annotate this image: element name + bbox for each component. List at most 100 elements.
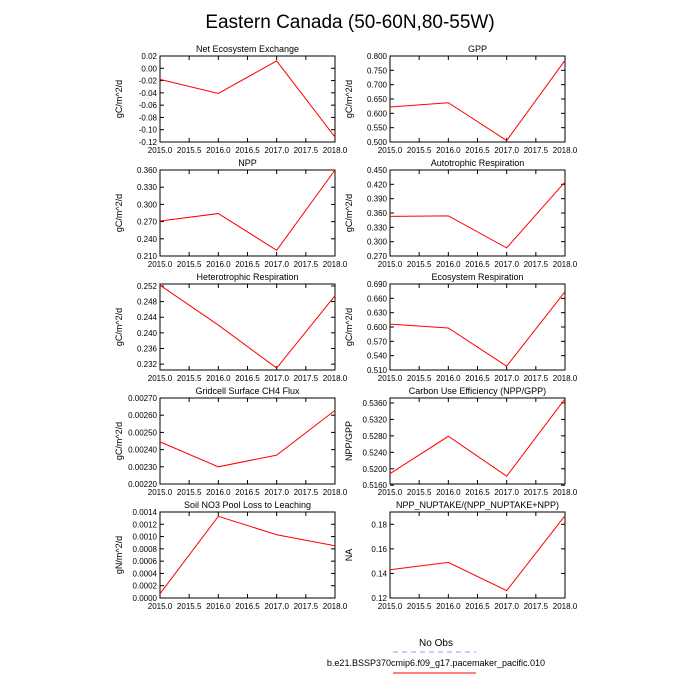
- legend-obs-label: No Obs: [419, 638, 453, 649]
- panel-net-ecosystem-exchange-ytick-label: -0.12: [139, 138, 158, 147]
- panel-gridcell-surface-ch4-flux-ytick-label: 0.00240: [128, 446, 157, 455]
- panel-npp-xtick-label: 2017.5: [294, 260, 319, 269]
- panel-gpp-title: GPP: [468, 44, 487, 54]
- panel-net-ecosystem-exchange-xtick-label: 2016.5: [235, 146, 260, 155]
- panel-gridcell-surface-ch4-flux-xtick-label: 2016.5: [235, 488, 260, 497]
- panel-net-ecosystem-exchange-ytick-label: -0.02: [139, 77, 158, 86]
- panel-npp-nuptake-npp-nuptake-npp-ytick-label: 0.16: [371, 545, 387, 554]
- panel-heterotrophic-respiration-ytick-label: 0.240: [137, 329, 158, 338]
- panel-carbon-use-efficiency-npp-gpp-ytick-label: 0.5160: [363, 481, 388, 490]
- panel-carbon-use-efficiency-npp-gpp-frame: [389, 397, 566, 485]
- panel-autotrophic-respiration-title: Autotrophic Respiration: [431, 158, 525, 168]
- panel-ecosystem-respiration-ytick-label: 0.660: [367, 294, 388, 303]
- panel-carbon-use-efficiency-npp-gpp-ytick-label: 0.5320: [363, 415, 388, 424]
- panel-heterotrophic-respiration-ytick-label: 0.232: [137, 360, 158, 369]
- panel-net-ecosystem-exchange-xtick-label: 2015.5: [177, 146, 202, 155]
- panel-npp-nuptake-npp-nuptake-npp-xtick-label: 2017.5: [524, 602, 549, 611]
- panel-npp-xtick-label: 2015.5: [177, 260, 202, 269]
- panel-npp-ylabel: gC/m^2/d: [114, 194, 124, 232]
- panel-npp-xtick-label: 2016.5: [235, 260, 260, 269]
- panel-npp-nuptake-npp-nuptake-npp-frame: [389, 511, 566, 599]
- panel-autotrophic-respiration-frame: [389, 169, 566, 257]
- panel-gridcell-surface-ch4-flux-ylabel: gC/m^2/d: [114, 422, 124, 460]
- panel-ecosystem-respiration-series-line: [389, 291, 566, 367]
- panel-npp-nuptake-npp-nuptake-npp-xtick-label: 2015.5: [407, 602, 432, 611]
- panel-heterotrophic-respiration-series-line: [159, 284, 336, 369]
- panel-heterotrophic-respiration-xtick-label: 2016.0: [206, 374, 231, 383]
- panel-soil-no3-pool-loss-to-leaching-title: Soil NO3 Pool Loss to Leaching: [184, 500, 311, 510]
- panel-npp-nuptake-npp-nuptake-npp-series-line: [389, 515, 566, 592]
- panel-ecosystem-respiration-xtick-label: 2018.0: [553, 374, 578, 383]
- panel-ecosystem-respiration-ytick-label: 0.630: [367, 309, 388, 318]
- panel-carbon-use-efficiency-npp-gpp-xtick-label: 2017.0: [494, 488, 519, 497]
- panel-net-ecosystem-exchange-ytick-label: -0.04: [139, 89, 158, 98]
- panel-gpp-xtick-label: 2016.5: [465, 146, 490, 155]
- panel-gpp-xtick-label: 2015.0: [378, 146, 403, 155]
- panel-gpp-series-line: [389, 60, 566, 142]
- panel-npp: NPP gC/m^2/d 0.360 0.330 0.300 0.270 0.240 0.21…: [114, 158, 348, 269]
- panel-heterotrophic-respiration-xtick-label: 2015.0: [148, 374, 173, 383]
- panel-soil-no3-pool-loss-to-leaching-xtick-label: 2015.0: [148, 602, 173, 611]
- panel-autotrophic-respiration-ytick-label: 0.420: [367, 180, 388, 189]
- panel-npp-ytick-label: 0.360: [137, 166, 158, 175]
- panel-soil-no3-pool-loss-to-leaching-ytick-label: 0.0014: [133, 508, 158, 517]
- panel-net-ecosystem-exchange-ytick-label: -0.06: [139, 101, 158, 110]
- panel-heterotrophic-respiration-ytick-label: 0.244: [137, 313, 158, 322]
- panel-npp-xtick-label: 2015.0: [148, 260, 173, 269]
- panel-soil-no3-pool-loss-to-leaching: Soil NO3 Pool Loss to Leaching gN/m^2/d 0.…: [114, 500, 348, 611]
- panel-heterotrophic-respiration-xtick-label: 2017.0: [264, 374, 289, 383]
- panel-npp-ytick-label: 0.270: [137, 218, 158, 227]
- panel-npp-nuptake-npp-nuptake-npp-xtick-label: 2016.0: [436, 602, 461, 611]
- panel-autotrophic-respiration: Autotrophic Respiration gC/m^2/d 0.450 0.42…: [344, 158, 578, 269]
- panel-ecosystem-respiration-frame: [389, 283, 566, 371]
- panel-carbon-use-efficiency-npp-gpp-ylabel: NPP/GPP: [344, 421, 354, 461]
- panel-soil-no3-pool-loss-to-leaching-xtick-label: 2017.0: [264, 602, 289, 611]
- panel-gpp-ytick-label: 0.600: [367, 109, 388, 118]
- panel-autotrophic-respiration-ytick-label: 0.390: [367, 195, 388, 204]
- panel-gpp-ytick-label: 0.800: [367, 52, 388, 61]
- panel-autotrophic-respiration-xtick-label: 2015.0: [378, 260, 403, 269]
- panel-ecosystem-respiration-ytick-label: 0.570: [367, 337, 388, 346]
- panel-net-ecosystem-exchange-ytick-label: 0.00: [141, 64, 157, 73]
- panel-soil-no3-pool-loss-to-leaching-ytick-label: 0.0010: [133, 533, 158, 542]
- panel-npp-ytick-label: 0.210: [137, 252, 158, 261]
- panel-ecosystem-respiration-xtick-label: 2017.0: [494, 374, 519, 383]
- panel-carbon-use-efficiency-npp-gpp: Carbon Use Efficiency (NPP/GPP) NPP/GPP 0.…: [344, 386, 578, 497]
- panel-gridcell-surface-ch4-flux-ytick-label: 0.00270: [128, 394, 157, 403]
- panel-soil-no3-pool-loss-to-leaching-ytick-label: 0.0002: [133, 582, 158, 591]
- panel-npp-nuptake-npp-nuptake-npp-ytick-label: 0.14: [371, 569, 387, 578]
- panel-ecosystem-respiration-xtick-label: 2016.0: [436, 374, 461, 383]
- panel-gpp-xtick-label: 2016.0: [436, 146, 461, 155]
- panel-heterotrophic-respiration-ytick-label: 0.236: [137, 345, 158, 354]
- panel-npp-nuptake-npp-nuptake-npp-xtick-label: 2015.0: [378, 602, 403, 611]
- panel-soil-no3-pool-loss-to-leaching-xtick-label: 2016.5: [235, 602, 260, 611]
- panel-autotrophic-respiration-xtick-label: 2017.5: [524, 260, 549, 269]
- panel-soil-no3-pool-loss-to-leaching-xtick-label: 2018.0: [323, 602, 348, 611]
- panel-soil-no3-pool-loss-to-leaching-ytick-label: 0.0004: [133, 569, 158, 578]
- panel-npp-nuptake-npp-nuptake-npp-ytick-label: 0.18: [371, 520, 387, 529]
- panel-ecosystem-respiration-ylabel: gC/m^2/d: [344, 308, 354, 346]
- panel-net-ecosystem-exchange-frame: [159, 55, 336, 143]
- panel-carbon-use-efficiency-npp-gpp-xtick-label: 2018.0: [553, 488, 578, 497]
- panel-gpp-xtick-label: 2018.0: [553, 146, 578, 155]
- panel-heterotrophic-respiration-xtick-label: 2017.5: [294, 374, 319, 383]
- panel-ecosystem-respiration-xtick-label: 2015.5: [407, 374, 432, 383]
- panel-ecosystem-respiration-ytick-label: 0.540: [367, 352, 388, 361]
- panel-heterotrophic-respiration-frame: [159, 283, 336, 371]
- panel-gpp-ytick-label: 0.750: [367, 66, 388, 75]
- panel-gpp: GPP gC/m^2/d 0.800 0.750 0.700 0.650 0.600 0.55…: [344, 44, 578, 155]
- panel-ecosystem-respiration-ytick-label: 0.600: [367, 323, 388, 332]
- panel-gridcell-surface-ch4-flux-title: Gridcell Surface CH4 Flux: [195, 386, 300, 396]
- panel-autotrophic-respiration-ytick-label: 0.330: [367, 223, 388, 232]
- panel-npp-nuptake-npp-nuptake-npp-title: NPP_NUPTAKE/(NPP_NUPTAKE+NPP): [396, 500, 559, 510]
- panel-npp-nuptake-npp-nuptake-npp-xtick-label: 2018.0: [553, 602, 578, 611]
- panel-soil-no3-pool-loss-to-leaching-series-line: [159, 515, 336, 595]
- panel-carbon-use-efficiency-npp-gpp-series-line: [389, 398, 566, 477]
- panel-ecosystem-respiration-title: Ecosystem Respiration: [431, 272, 523, 282]
- panel-npp-xtick-label: 2018.0: [323, 260, 348, 269]
- panel-autotrophic-respiration-ytick-label: 0.270: [367, 252, 388, 261]
- panel-gridcell-surface-ch4-flux-xtick-label: 2016.0: [206, 488, 231, 497]
- panel-autotrophic-respiration-xtick-label: 2017.0: [494, 260, 519, 269]
- panel-carbon-use-efficiency-npp-gpp-ytick-label: 0.5280: [363, 432, 388, 441]
